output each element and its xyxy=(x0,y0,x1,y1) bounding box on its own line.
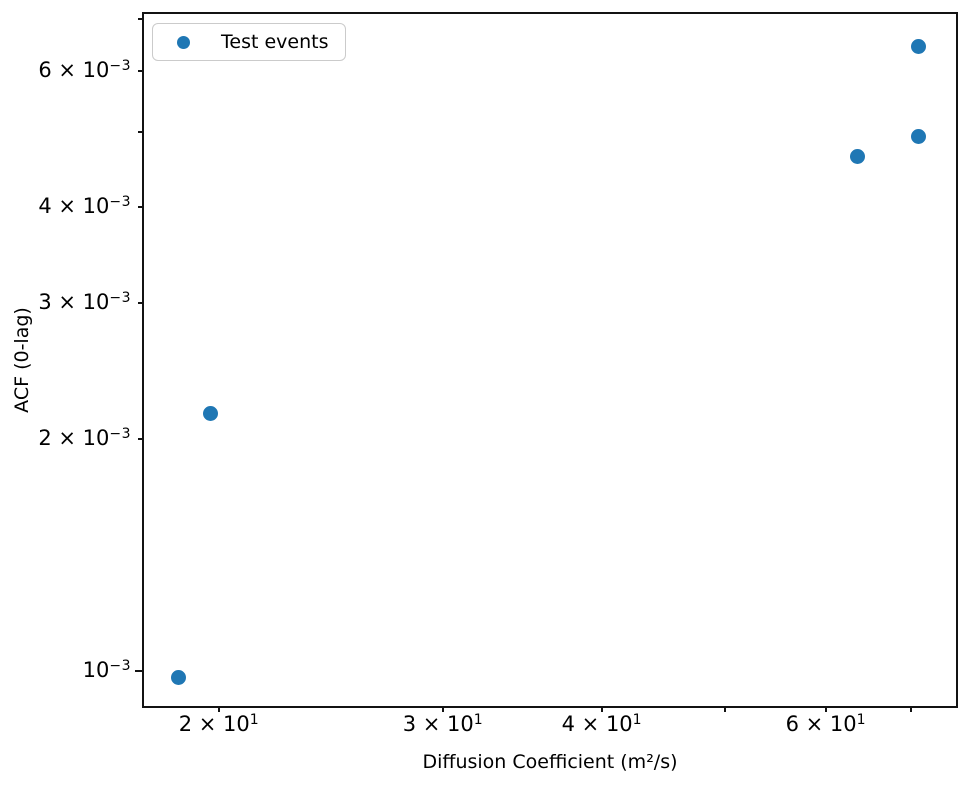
x-tick-label: 6 × 101 xyxy=(785,712,867,736)
y-axis-tick xyxy=(138,69,142,72)
tick-exponent: 1 xyxy=(249,712,260,728)
legend-marker-icon xyxy=(177,35,190,49)
x-axis-tick xyxy=(441,708,444,712)
y-tick-label: 4 × 10−3 xyxy=(38,193,131,218)
x-axis-tick xyxy=(909,708,912,712)
scatter-point xyxy=(849,149,865,165)
x-axis-tick xyxy=(217,708,220,712)
x-axis-tick xyxy=(824,708,827,712)
y-axis-tick xyxy=(138,437,142,440)
x-axis-tick xyxy=(724,708,727,712)
tick-exponent: −3 xyxy=(109,57,131,74)
tick-exponent: 1 xyxy=(856,712,867,728)
plot-area xyxy=(142,12,958,708)
y-axis-tick xyxy=(138,130,142,133)
y-tick-label: 6 × 10−3 xyxy=(38,57,131,82)
scatter-point xyxy=(171,670,187,686)
legend: Test events xyxy=(152,23,346,61)
x-axis-tick xyxy=(600,708,603,712)
tick-exponent: −3 xyxy=(109,289,131,306)
y-axis-tick xyxy=(138,205,142,208)
x-axis-label: Diffusion Coefficient (m²/s) xyxy=(422,751,678,773)
scatter-point xyxy=(911,38,927,54)
tick-exponent: 1 xyxy=(632,712,643,728)
x-tick-label: 4 × 101 xyxy=(561,712,643,736)
tick-exponent: −3 xyxy=(109,657,131,674)
y-axis-label: ACF (0-lag) xyxy=(11,307,33,413)
legend-label: Test events xyxy=(221,31,329,53)
scatter-point xyxy=(911,129,927,145)
x-tick-label: 2 × 101 xyxy=(178,712,260,736)
y-axis-tick xyxy=(138,18,142,21)
x-tick-label: 3 × 101 xyxy=(402,712,484,736)
tick-exponent: 1 xyxy=(473,712,484,728)
y-axis-tick xyxy=(135,669,142,672)
y-tick-label: 10−3 xyxy=(82,657,131,682)
y-tick-label: 3 × 10−3 xyxy=(38,289,131,314)
y-tick-label: 2 × 10−3 xyxy=(38,425,131,450)
scatter-point xyxy=(203,405,219,421)
tick-exponent: −3 xyxy=(109,193,131,210)
tick-exponent: −3 xyxy=(109,425,131,442)
y-axis-tick xyxy=(138,301,142,304)
